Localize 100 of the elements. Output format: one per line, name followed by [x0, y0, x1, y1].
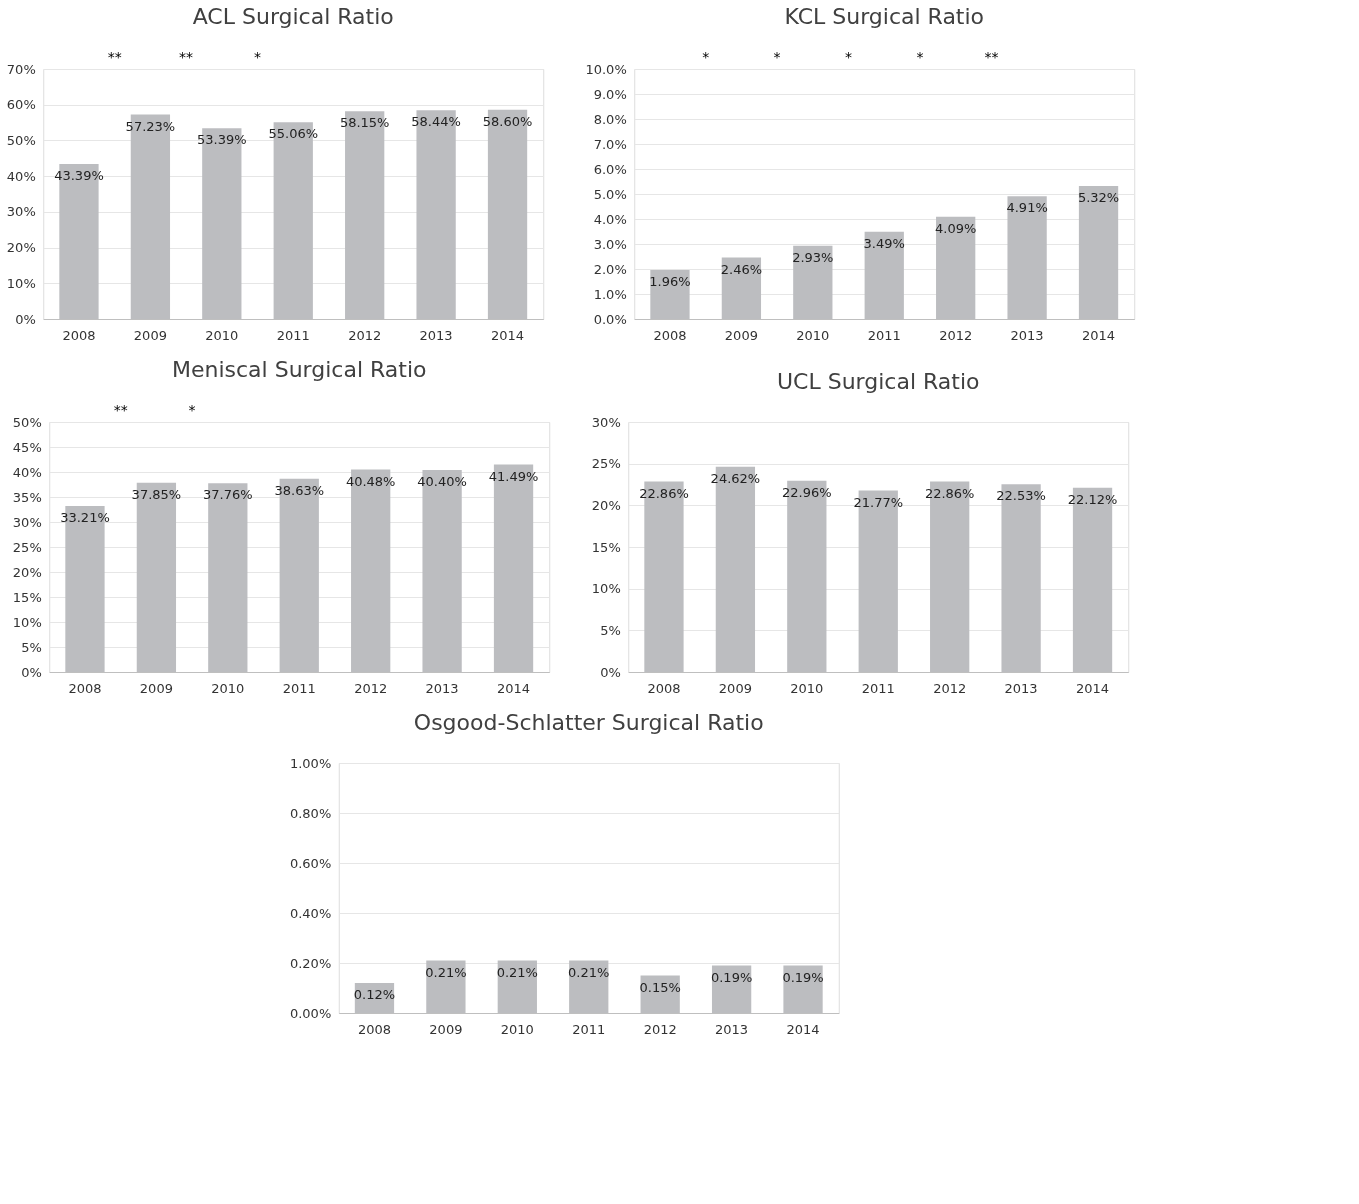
- x-tick-label: 2008: [68, 680, 102, 696]
- x-tick-label: 2010: [790, 680, 824, 696]
- data-label: 2.93%: [792, 249, 834, 265]
- y-tick-label: 30%: [6, 204, 36, 220]
- x-tick-label: 2009: [724, 327, 758, 343]
- data-label: 43.39%: [54, 168, 104, 184]
- text: *: [254, 49, 262, 65]
- y-tick-label: 0%: [21, 664, 42, 680]
- y-tick-label: 20%: [591, 497, 621, 513]
- y-tick-label: 30%: [591, 414, 621, 430]
- data-label: 55.06%: [268, 126, 319, 142]
- x-tick-label: 2009: [133, 327, 167, 343]
- x-tick-label: 2010: [211, 680, 245, 696]
- y-tick-label: 3.0%: [593, 236, 627, 252]
- chart-title: KCL Surgical Ratio: [784, 4, 985, 29]
- data-label: 4.91%: [1006, 200, 1048, 216]
- data-label: 58.15%: [339, 115, 390, 131]
- data-label: 37.85%: [131, 486, 182, 502]
- data-label: 24.62%: [710, 470, 761, 486]
- x-tick-label: 2014: [1081, 327, 1116, 343]
- data-label: 37.76%: [203, 487, 253, 503]
- x-tick-label: 2013: [1004, 680, 1038, 696]
- x-tick-label: 2012: [354, 680, 388, 696]
- data-label: 0.21%: [425, 964, 467, 980]
- text: **: [179, 49, 194, 65]
- y-tick-label: 70%: [6, 61, 36, 77]
- x-tick-label: 2014: [496, 680, 531, 696]
- x-tick-label: 2010: [205, 327, 239, 343]
- data-label: 40.40%: [417, 474, 467, 489]
- y-tick-label: 40%: [12, 464, 42, 480]
- chart-title: Osgood-Schlatter Surgical Ratio: [413, 710, 764, 735]
- y-tick-label: 0.60%: [289, 855, 332, 871]
- y-tick-label: 25%: [591, 456, 621, 472]
- x-tick-label: 2012: [348, 327, 382, 343]
- x-tick-label: 2014: [490, 327, 525, 343]
- x-tick-label: 2013: [419, 327, 453, 343]
- x-tick-label: 2009: [429, 1021, 463, 1037]
- y-tick-label: 45%: [12, 439, 42, 455]
- data-label: 22.96%: [782, 484, 832, 500]
- x-tick-label: 2010: [796, 327, 830, 343]
- data-label: 21.77%: [853, 494, 904, 510]
- y-tick-label: 15%: [591, 539, 621, 555]
- data-label: 3.49%: [863, 235, 905, 251]
- x-tick-label: 2012: [939, 327, 973, 343]
- data-label: 4.09%: [935, 220, 977, 236]
- x-tick-label: 2011: [861, 680, 895, 696]
- data-label: 5.32%: [1077, 190, 1120, 205]
- y-tick-label: 40%: [6, 168, 36, 184]
- y-tick-label: 0%: [15, 311, 36, 327]
- x-tick-label: 2011: [276, 327, 310, 343]
- data-label: 41.49%: [488, 468, 539, 484]
- data-label: 58.60%: [482, 113, 533, 129]
- text: **: [113, 402, 128, 418]
- data-label: 22.53%: [996, 488, 1046, 504]
- data-label: 0.15%: [639, 979, 681, 995]
- chart-title: Meniscal Surgical Ratio: [171, 357, 427, 382]
- x-tick-label: 2013: [1010, 327, 1044, 343]
- y-tick-label: 10%: [6, 275, 36, 291]
- y-tick-label: 7.0%: [593, 136, 627, 152]
- y-tick-label: 50%: [6, 132, 36, 148]
- data-label: 22.86%: [924, 485, 975, 501]
- data-label: 38.63%: [274, 482, 325, 498]
- data-label: 57.23%: [125, 118, 176, 134]
- x-tick-label: 2014: [786, 1021, 820, 1037]
- text: **: [984, 49, 999, 65]
- y-tick-label: 0.40%: [289, 905, 332, 921]
- y-tick-label: 1.00%: [289, 755, 332, 771]
- data-label: 0.19%: [782, 969, 824, 985]
- y-tick-label: 6.0%: [593, 161, 627, 177]
- y-tick-label: 35%: [12, 489, 42, 505]
- data-label: 0.19%: [710, 969, 753, 985]
- y-tick-label: 0%: [600, 664, 621, 680]
- data-label: 22.86%: [639, 485, 689, 501]
- x-tick-label: 2014: [1075, 680, 1110, 696]
- x-tick-label: 2012: [643, 1021, 677, 1037]
- y-tick-label: 1.0%: [593, 286, 627, 302]
- y-tick-label: 30%: [12, 514, 42, 530]
- y-tick-label: 5%: [21, 639, 42, 655]
- text: *: [702, 49, 710, 65]
- data-label: 2.46%: [720, 261, 763, 277]
- y-tick-label: 10%: [591, 581, 621, 597]
- y-tick-label: 15%: [12, 589, 42, 605]
- data-label: 58.44%: [411, 114, 461, 130]
- y-tick-label: 4.0%: [593, 211, 627, 227]
- text: *: [916, 49, 924, 65]
- x-tick-label: 2011: [282, 680, 316, 696]
- x-tick-label: 2009: [718, 680, 752, 696]
- x-tick-label: 2010: [500, 1021, 534, 1037]
- data-label: 1.96%: [649, 274, 691, 289]
- y-tick-label: 10.0%: [585, 61, 627, 77]
- y-tick-label: 20%: [12, 564, 42, 580]
- y-tick-label: 2.0%: [593, 261, 627, 277]
- text: *: [845, 49, 853, 65]
- y-tick-label: 25%: [12, 539, 42, 555]
- x-tick-label: 2008: [357, 1021, 392, 1037]
- y-tick-label: 9.0%: [593, 86, 627, 102]
- data-label: 53.39%: [197, 132, 247, 148]
- text: *: [773, 49, 781, 65]
- x-tick-label: 2011: [867, 327, 901, 343]
- x-tick-label: 2011: [572, 1021, 606, 1037]
